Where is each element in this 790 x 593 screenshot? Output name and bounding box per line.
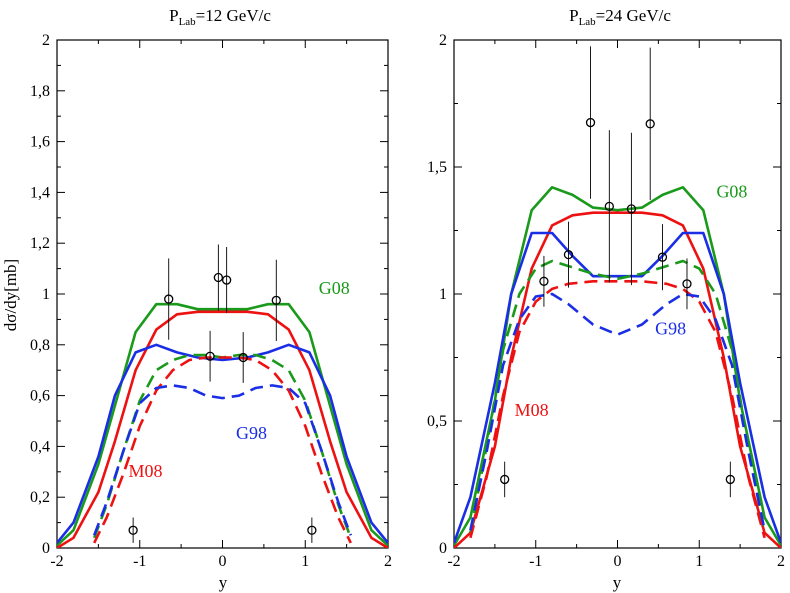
x-tick-label: -2 <box>447 553 460 570</box>
series-g08-solid <box>57 302 388 547</box>
series-g98-dashed <box>92 384 353 536</box>
y-tick-label: 0,5 <box>427 413 447 430</box>
y-tick-label: 2 <box>439 32 447 49</box>
x-tick-label: 2 <box>384 553 392 570</box>
y-tick-label: 0 <box>42 540 50 557</box>
series-g98-solid <box>57 343 388 544</box>
data-point <box>585 117 596 128</box>
series-g98-dashed <box>469 292 766 531</box>
data-point <box>563 249 574 260</box>
y-tick-label: 0 <box>439 540 447 557</box>
x-tick-label: 0 <box>219 553 227 570</box>
annotation-g98: G98 <box>236 423 267 443</box>
annotation-g98: G98 <box>655 319 686 339</box>
series-m08-solid <box>57 310 388 548</box>
data-point <box>307 525 317 535</box>
y-tick-label: 1 <box>42 286 50 303</box>
x-tick-label: 0 <box>614 553 622 570</box>
x-tick-label: 2 <box>777 553 785 570</box>
annotation-m08: M08 <box>515 400 549 420</box>
data-point <box>238 352 248 363</box>
annotation-g08: G08 <box>716 181 747 201</box>
data-point <box>725 474 735 485</box>
chart-left-xlabel: y <box>219 573 228 592</box>
chart-left-ylabel: dσ/dy[mb] <box>1 259 20 331</box>
chart-right-xlabel: y <box>613 573 622 592</box>
chart-right-title: PLab=24 GeV/c <box>569 6 671 28</box>
chart-right-title-rest: =24 GeV/c <box>596 6 672 25</box>
x-tick-label: -1 <box>529 553 542 570</box>
y-tick-label: 1,6 <box>30 134 50 151</box>
x-tick-label: 1 <box>301 553 309 570</box>
chart-right: PLab=24 GeV/c -2 -1 0 1 200,511,52G08G98M08 … <box>427 6 785 592</box>
chart-right-title-sub: Lab <box>579 16 597 28</box>
data-point <box>128 525 138 535</box>
data-point <box>604 201 614 212</box>
y-tick-label: 1 <box>439 286 447 303</box>
y-tick-label: 2 <box>42 32 50 49</box>
y-tick-label: 1,8 <box>30 83 50 100</box>
series-g98-solid <box>454 231 781 544</box>
y-tick-label: 0,4 <box>30 438 50 455</box>
chart-right-plot: -2 -1 0 1 2 0 0,5 1 1,5 2 G08 G98 M08 <box>427 32 785 570</box>
y-tick-label: 1,4 <box>30 184 50 201</box>
data-point <box>205 351 215 361</box>
chart-left-title-prefix: P <box>169 6 178 25</box>
data-point <box>657 252 668 262</box>
y-tick-label: 0,8 <box>30 337 50 354</box>
x-tick-label: -1 <box>133 553 146 570</box>
data-point <box>271 295 281 306</box>
data-point <box>500 474 510 485</box>
series-m08-dashed <box>469 280 766 539</box>
x-tick-label: -2 <box>50 553 63 570</box>
data-point <box>682 279 692 289</box>
plot-frame <box>453 39 782 549</box>
data-point <box>626 204 637 214</box>
series-m08-solid <box>454 211 781 548</box>
y-tick-label: 1,2 <box>30 235 50 252</box>
chart-left-title: PLab=12 GeV/c <box>169 6 271 28</box>
data-point <box>213 272 224 283</box>
y-tick-label: 0,6 <box>30 388 50 405</box>
annotation-g08: G08 <box>319 278 350 298</box>
chart-left-plot: -2 -1 0 1 2 0 0,2 0,4 0,6 0,8 1 1,2 1,4 1,6 1,8 2 G08 G98… <box>30 32 392 570</box>
chart-right-title-prefix: P <box>569 6 578 25</box>
series-g08-dashed <box>469 259 766 534</box>
x-tick-label: 1 <box>695 553 703 570</box>
data-point <box>539 276 549 286</box>
chart-left: PLab=12 GeV/c -2 -1 0 1 2 0 0,2 0,4 0,6 0,8 1 1,2 1,… <box>1 6 392 592</box>
data-point <box>164 294 174 304</box>
series-m08-dashed <box>93 356 352 544</box>
data-point <box>645 119 655 129</box>
y-tick-label: 0,2 <box>30 489 50 506</box>
chart-left-title-sub: Lab <box>179 16 197 28</box>
annotation-m08: M08 <box>129 461 163 481</box>
y-tick-label: 1,5 <box>427 159 447 176</box>
data-point <box>221 275 232 285</box>
chart-left-title-rest: =12 GeV/c <box>196 6 272 25</box>
